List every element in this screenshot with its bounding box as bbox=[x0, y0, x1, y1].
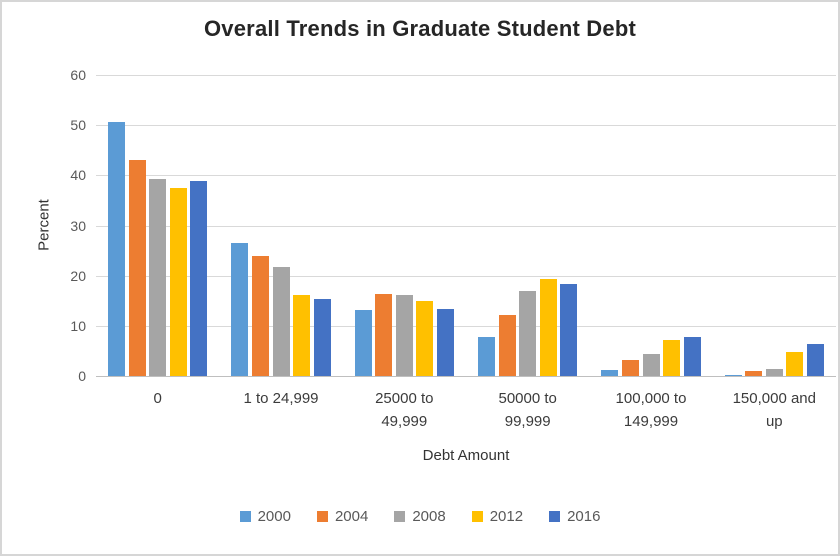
bar-2008-cat0[interactable] bbox=[149, 179, 167, 376]
y-tick-label: 10 bbox=[70, 318, 86, 334]
bar-2008-cat1[interactable] bbox=[272, 266, 290, 376]
bar-2008-cat3[interactable] bbox=[519, 290, 537, 376]
y-tick-label: 0 bbox=[78, 368, 86, 384]
legend-label: 2008 bbox=[412, 508, 446, 525]
bar-2004-cat2[interactable] bbox=[375, 293, 393, 376]
gridline bbox=[96, 226, 836, 227]
category-label: 25000 to 49,999 bbox=[375, 390, 434, 430]
y-tick-label: 30 bbox=[70, 218, 86, 234]
legend-swatch-icon bbox=[316, 511, 328, 522]
legend-item-2004[interactable]: 2004 bbox=[316, 508, 369, 525]
bar-2012-cat1[interactable] bbox=[293, 294, 311, 376]
bar-2004-cat0[interactable] bbox=[128, 160, 146, 376]
y-tick-label: 50 bbox=[70, 117, 86, 133]
bar-2004-cat5[interactable] bbox=[745, 370, 763, 376]
legend-swatch-icon bbox=[549, 511, 561, 522]
bar-2000-cat5[interactable] bbox=[724, 375, 742, 376]
bar-2008-cat4[interactable] bbox=[642, 354, 660, 376]
category-label: 150,000 and up bbox=[732, 390, 816, 430]
bar-2000-cat2[interactable] bbox=[354, 310, 372, 376]
bar-2016-cat4[interactable] bbox=[683, 337, 701, 376]
bar-2000-cat4[interactable] bbox=[601, 369, 619, 376]
gridline bbox=[96, 326, 836, 327]
bar-2012-cat2[interactable] bbox=[416, 301, 434, 376]
bar-2016-cat1[interactable] bbox=[313, 299, 331, 376]
category-label: 100,000 to 149,999 bbox=[615, 390, 687, 430]
y-tick-label: 60 bbox=[70, 67, 86, 83]
bar-2004-cat1[interactable] bbox=[251, 255, 269, 376]
bar-2016-cat0[interactable] bbox=[190, 181, 208, 376]
bar-2004-cat4[interactable] bbox=[621, 359, 639, 376]
y-tick-label: 40 bbox=[70, 167, 86, 183]
bar-2008-cat5[interactable] bbox=[765, 368, 783, 376]
legend-swatch-icon bbox=[239, 511, 251, 522]
y-tick-label: 20 bbox=[70, 268, 86, 284]
legend: 2000 2004 2008 2012 2016 bbox=[2, 508, 838, 525]
x-axis-line bbox=[96, 376, 836, 377]
category-label: 1 to 24,999 bbox=[243, 390, 319, 407]
legend-swatch-icon bbox=[394, 511, 406, 522]
bar-2008-cat2[interactable] bbox=[395, 295, 413, 376]
legend-item-2016[interactable]: 2016 bbox=[549, 508, 600, 525]
bar-2012-cat5[interactable] bbox=[786, 352, 804, 376]
gridline bbox=[96, 75, 836, 76]
category-label: 50000 to 99,999 bbox=[498, 390, 557, 430]
bar-2016-cat2[interactable] bbox=[437, 308, 454, 376]
bar-2016-cat5[interactable] bbox=[807, 344, 824, 376]
legend-item-2000[interactable]: 2000 bbox=[239, 508, 291, 525]
x-axis-title: Debt Amount bbox=[422, 447, 510, 464]
legend-item-2008[interactable]: 2008 bbox=[394, 508, 446, 525]
bar-2000-cat3[interactable] bbox=[478, 337, 495, 376]
bar-2004-cat3[interactable] bbox=[498, 315, 516, 376]
legend-label: 2016 bbox=[567, 508, 601, 525]
gridline bbox=[96, 276, 836, 277]
gridline bbox=[96, 125, 836, 126]
chart-title: Overall Trends in Graduate Student Debt bbox=[204, 16, 636, 41]
category-label: 0 bbox=[153, 390, 162, 407]
legend-swatch-icon bbox=[471, 511, 483, 522]
bar-2012-cat4[interactable] bbox=[663, 340, 681, 376]
bar-2000-cat1[interactable] bbox=[231, 242, 249, 376]
legend-label: 2004 bbox=[334, 508, 369, 525]
legend-item-2012[interactable]: 2012 bbox=[471, 508, 524, 525]
bar-2016-cat3[interactable] bbox=[560, 284, 578, 376]
bar-2000-cat0[interactable] bbox=[108, 121, 125, 376]
legend-label: 2000 bbox=[257, 508, 291, 525]
legend-label: 2012 bbox=[489, 508, 524, 525]
bar-2012-cat0[interactable] bbox=[169, 187, 187, 376]
bar-2012-cat3[interactable] bbox=[539, 279, 557, 376]
gridline bbox=[96, 175, 836, 176]
